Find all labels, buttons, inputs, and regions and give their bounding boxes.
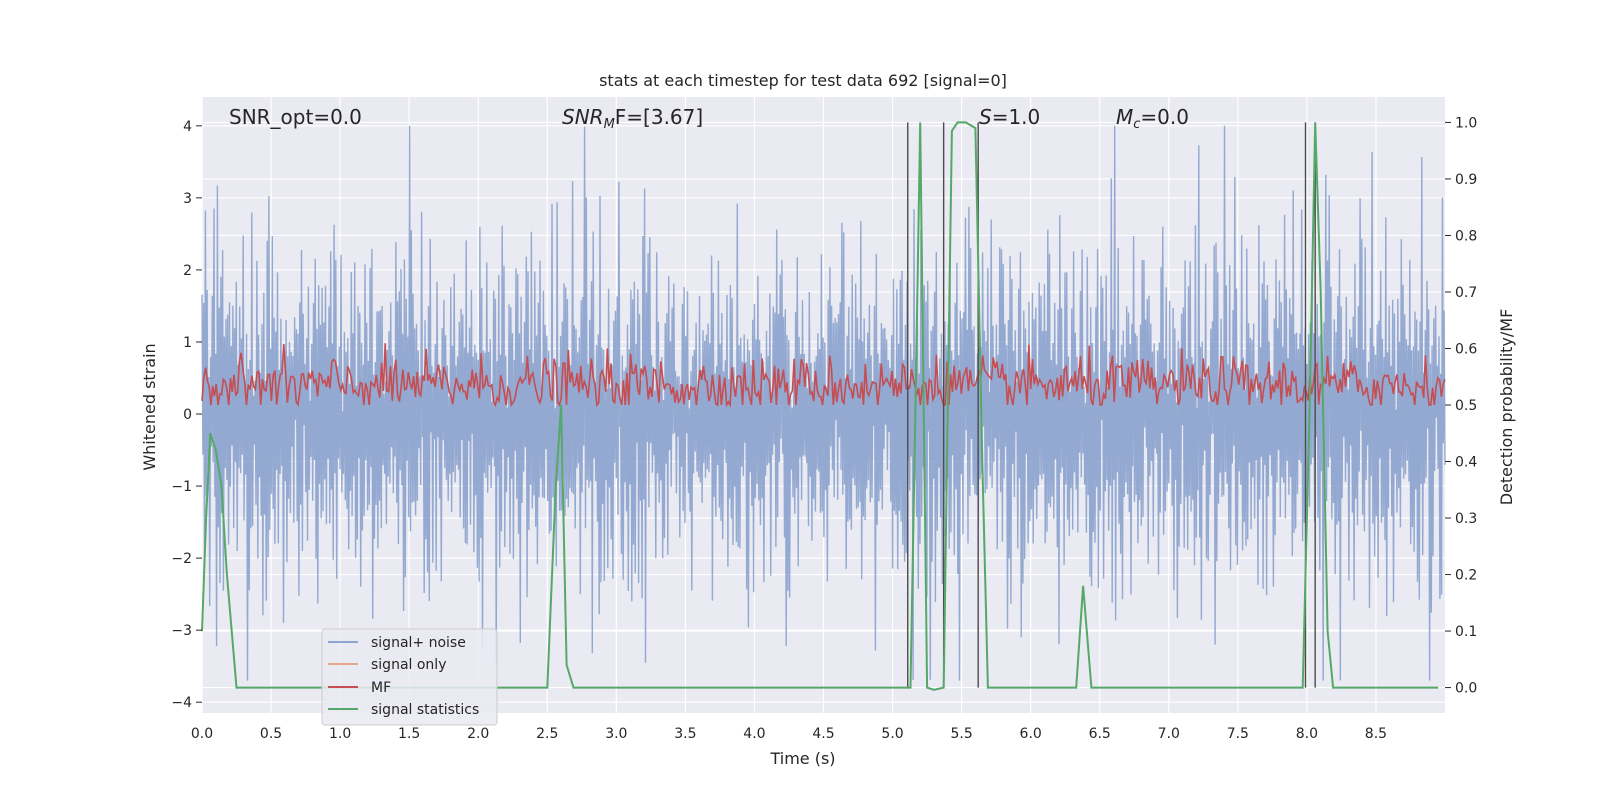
y-tick-label: 4 [183,119,192,135]
noise-line [201,125,1446,681]
x-tick-label: 0.5 [260,726,282,742]
x-tick-label: 6.5 [1089,726,1111,742]
x-tick-label: 0.0 [191,726,213,742]
y-tick-label: −1 [171,479,192,495]
mf-line [201,343,1446,408]
y-tick-label: 2 [183,263,192,279]
x-tick-label: 2.0 [467,726,489,742]
x-tick-label: 5.0 [881,726,903,742]
y2-tick-label: 0.9 [1455,172,1477,188]
y2-tick-label: 0.4 [1455,455,1477,471]
y-axis-label: Whitened strain [140,343,159,470]
series-mf [201,343,1446,408]
legend-label-stats: signal statistics [371,702,479,718]
x-tick-label: 5.5 [950,726,972,742]
x-tick-label: 7.0 [1158,726,1180,742]
x-tick-label: 3.5 [674,726,696,742]
y2-tick-label: 0.1 [1455,624,1477,640]
x-tick-label: 8.5 [1365,726,1387,742]
legend-label-noise: signal+ noise [371,635,466,651]
annotation-mc: Mc=0.0 [1116,105,1189,132]
y-tick-label: 3 [183,191,192,207]
y2-tick-label: 0.2 [1455,568,1477,584]
x-tick-label: 1.0 [329,726,351,742]
x-tick-label: 8.0 [1296,726,1318,742]
y-tick-label: −4 [171,695,192,711]
x-tick-label: 7.5 [1227,726,1249,742]
y-tick-label: −3 [171,623,192,639]
x-tick-label: 1.5 [398,726,420,742]
legend: signal+ noise signal only MF signal stat… [321,628,498,726]
x-tick-label: 2.5 [536,726,558,742]
x-tick-label: 3.0 [605,726,627,742]
annotations: SNR_opt=0.0 SNRMF=[3.67] S=1.0 Mc=0.0 [229,105,1189,132]
signal-statistics-line [201,121,1439,691]
series-signal-noise [201,125,1446,681]
y2-tick-label: 0.0 [1455,681,1477,697]
y2-axis-label: Detection probability/MF [1497,309,1516,506]
series-signal-statistics [201,121,1439,691]
legend-box [321,628,498,726]
x-tick-label: 4.0 [743,726,765,742]
y2-tick-label: 0.6 [1455,341,1477,357]
x-tick-label: 6.0 [1020,726,1042,742]
annotation-snr-mf: SNRMF=[3.67] [562,105,703,132]
chart-title: stats at each timestep for test data 692… [599,71,1007,90]
x-axis-label: Time (s) [769,749,835,768]
y2-tick-label: 1.0 [1455,115,1477,131]
y-tick-label: 1 [183,335,192,351]
y2-tick-label: 0.5 [1455,398,1477,414]
y2-tick-label: 0.3 [1455,511,1477,527]
y2-tick-label: 0.7 [1455,285,1477,301]
y-tick-label: −2 [171,551,192,567]
annotation-snr-opt: SNR_opt=0.0 [229,105,362,129]
y-tick-label: 0 [183,407,192,423]
x-tick-label: 4.5 [812,726,834,742]
annotation-s: S=1.0 [979,105,1040,129]
legend-label-signal-only: signal only [371,657,446,673]
y2-tick-label: 0.8 [1455,228,1477,244]
legend-label-mf: MF [371,680,391,696]
